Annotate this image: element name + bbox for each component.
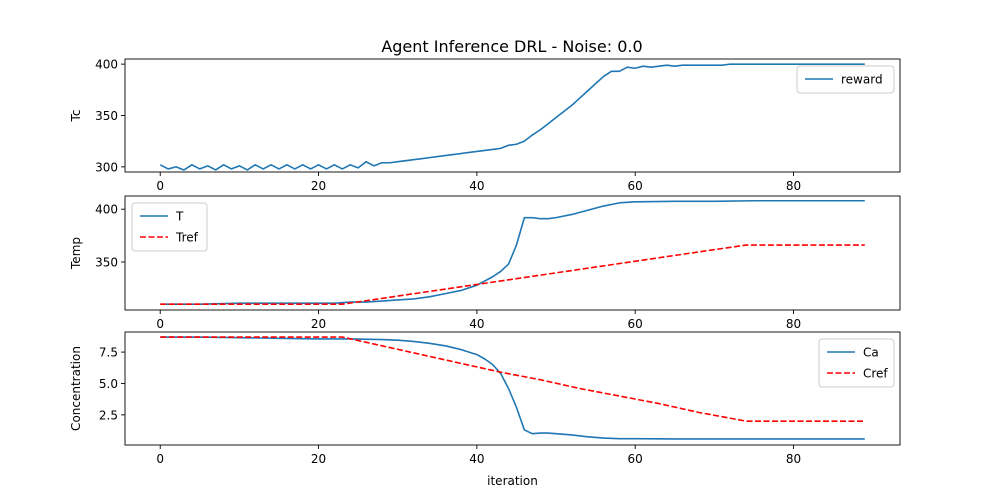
legend-label-ca: Ca [863,346,879,360]
x-tick-label: 80 [786,317,801,331]
x-tick-label: 20 [311,317,326,331]
legend-label-tref: Tref [175,231,199,245]
legend-box [131,202,208,252]
legend: reward [796,65,895,94]
y-axis-label: Temp [69,237,83,270]
x-tick-label: 60 [628,317,643,331]
x-tick-label: 20 [311,179,326,193]
figure-title: Agent Inference DRL - Noise: 0.0 [381,37,642,56]
legend-label-reward: reward [841,73,883,87]
y-tick-label: 2.5 [99,408,118,422]
y-tick-label: 350 [95,255,118,269]
series-line-cref [160,336,865,422]
x-tick-label: 40 [469,452,484,466]
x-tick-label: 80 [786,179,801,193]
series-line-t [160,199,865,305]
subplot-1: 0 20 40 60 80 300 350 400 Tc reward [69,58,901,193]
legend-label-cref: Cref [863,367,888,381]
x-tick-label: 60 [628,452,643,466]
series-line-ca [160,336,865,440]
legend-box [818,338,895,388]
legend: Ca Cref [818,338,895,388]
legend-box [796,65,895,94]
y-axis-label: Concentration [69,346,83,431]
legend: T Tref [131,202,208,252]
y-tick-label: 400 [95,58,118,72]
x-tick-label: 80 [786,452,801,466]
y-tick-label: 350 [95,109,118,123]
y-axis-label: Tc [69,110,83,123]
x-tick-label: 40 [469,317,484,331]
series-line-reward [159,63,865,171]
y-tick-label: 400 [95,203,118,217]
x-tick-label: 0 [156,317,164,331]
legend-label-t: T [175,210,184,224]
x-axis-label: iteration [487,474,538,488]
x-tick-label: 60 [628,179,643,193]
subplot-2: 0 20 40 60 80 350 400 Temp T Tref [69,195,901,331]
series-line-tref [160,244,865,305]
y-tick-label: 7.5 [99,346,118,360]
subplot-3: 0 20 40 60 80 2.5 5.0 7.5 Concentration iteration… [69,331,901,488]
axes-frame [124,331,901,446]
y-tick-label: 5.0 [99,377,118,391]
x-tick-label: 0 [156,179,164,193]
x-tick-label: 40 [469,179,484,193]
axes-frame [124,195,901,311]
y-tick-label: 300 [95,160,118,174]
x-tick-label: 0 [156,452,164,466]
x-tick-label: 20 [311,452,326,466]
